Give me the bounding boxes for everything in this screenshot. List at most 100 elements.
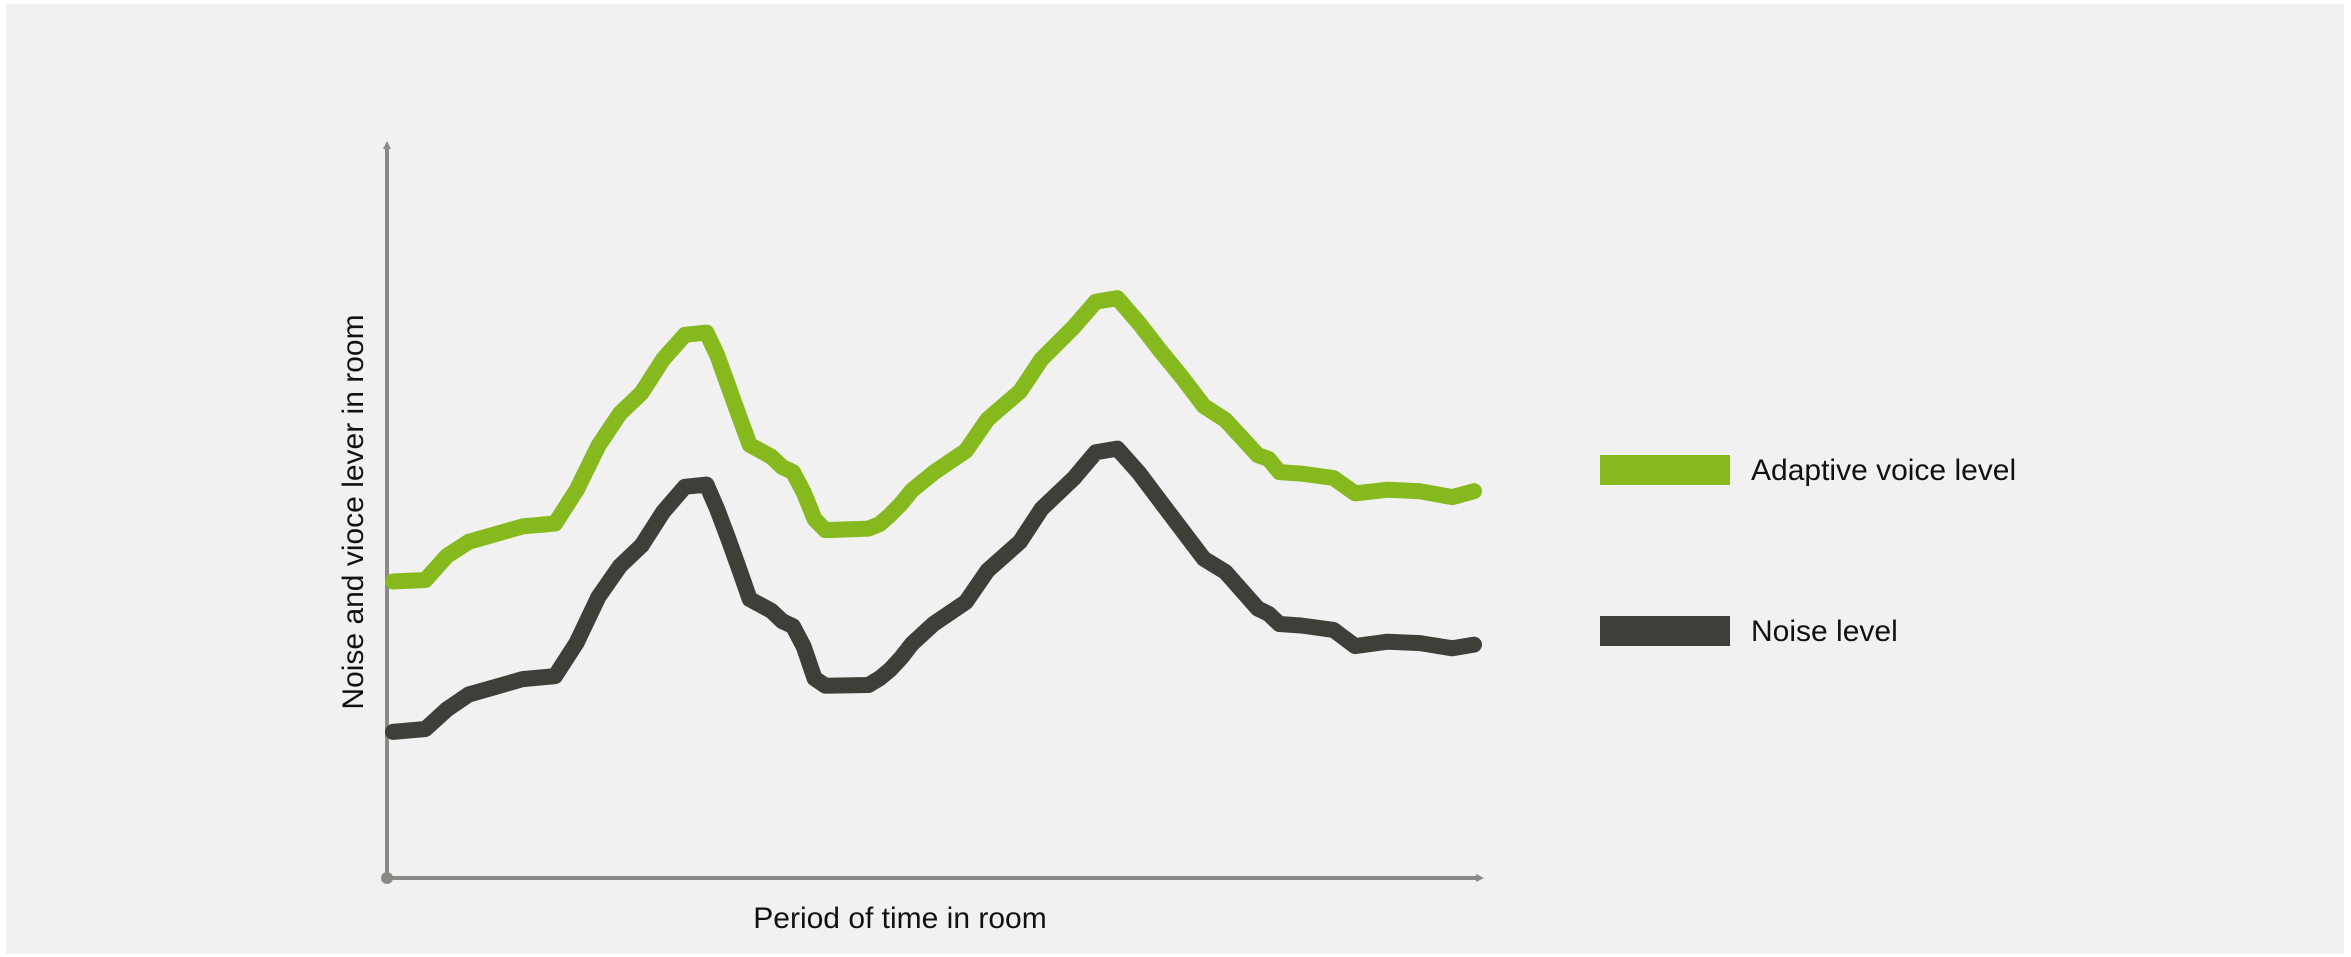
series-layer	[385, 290, 1482, 740]
series-1-point	[1451, 496, 1453, 498]
series-1	[385, 290, 1482, 590]
y-axis-title: Noise and vioce lever in room	[337, 314, 370, 709]
series-2-point	[1160, 501, 1161, 502]
series-1-point	[1387, 489, 1388, 491]
series-1-point	[889, 514, 891, 516]
legend-swatch-1	[1600, 455, 1730, 485]
series-2-point	[1224, 571, 1226, 573]
series-2-point	[965, 601, 967, 603]
series-2-point	[770, 610, 772, 612]
series-2-point	[662, 511, 664, 513]
series-2-point	[1268, 613, 1270, 615]
legend-label-1: Adaptive voice level	[1751, 454, 2016, 487]
x-axis-title: Period of time in room	[753, 902, 1046, 935]
series-2-point	[1019, 541, 1021, 543]
series-1-point	[1333, 477, 1334, 479]
series-2-point	[781, 620, 783, 622]
series-1-point	[1257, 454, 1259, 456]
series-1-point	[1041, 358, 1043, 360]
series-line-1	[385, 290, 1482, 590]
series-2-point	[424, 728, 426, 730]
series-2-point	[1203, 558, 1205, 560]
series-2-point	[716, 509, 718, 510]
series-1-point	[424, 579, 426, 581]
series-1-point	[684, 334, 686, 336]
series-1-point	[576, 489, 578, 491]
series-2-point	[749, 598, 751, 600]
series-2-point	[803, 646, 805, 648]
series-2-point	[1095, 451, 1097, 453]
series-2-point	[824, 685, 826, 687]
series-2-point	[1387, 641, 1388, 643]
series-1-point	[1268, 458, 1270, 460]
series-1-point	[1138, 322, 1140, 324]
series-2-point	[1278, 623, 1280, 625]
series-2-point	[468, 694, 470, 695]
series-2-point	[392, 731, 394, 733]
series-1-point	[706, 332, 707, 334]
series-1-point	[879, 523, 880, 525]
series-1-point	[619, 412, 621, 414]
series-2-point	[814, 677, 816, 679]
series-2-point	[641, 545, 643, 546]
series-2-point	[554, 675, 556, 677]
series-2-point	[868, 684, 870, 686]
series-1-point	[911, 489, 913, 491]
series-1-point	[1224, 419, 1226, 421]
series-2-point	[738, 567, 740, 569]
series-2-point	[1073, 477, 1075, 479]
series-1-point	[522, 525, 524, 527]
series-line-2	[385, 440, 1482, 740]
series-1-point	[1300, 473, 1302, 475]
series-1-point	[987, 418, 989, 420]
series-1-point	[727, 385, 729, 386]
series-2-point	[576, 641, 578, 643]
series-2-point	[1041, 508, 1043, 510]
series-2-point	[1451, 647, 1453, 649]
series-1-point	[1354, 492, 1356, 494]
series-1-point	[641, 392, 643, 394]
series-1-point	[1419, 490, 1421, 492]
series-2-point	[900, 657, 902, 659]
series-2-point	[1300, 625, 1302, 626]
series-2-point	[1322, 627, 1324, 629]
series-1-point	[1019, 390, 1021, 392]
series-2-point	[522, 678, 524, 680]
legend-swatch-2	[1600, 616, 1730, 646]
series-2-point	[1419, 642, 1421, 644]
series-1-point	[554, 523, 556, 524]
series-2-point	[879, 677, 880, 679]
series-1-point	[662, 358, 664, 360]
series-2-point	[1257, 608, 1259, 610]
series-2	[385, 440, 1482, 740]
series-2-point	[911, 643, 913, 645]
series-2-point	[684, 486, 686, 488]
series-2-point	[1116, 448, 1118, 450]
series-1-point	[1322, 476, 1324, 477]
legend-item-2: Noise level	[1600, 615, 1898, 648]
series-2-point	[1354, 645, 1356, 647]
series-1-point	[933, 472, 934, 474]
series-2-point	[597, 596, 599, 598]
axis-origin-dot	[381, 872, 393, 884]
series-2-point	[889, 669, 891, 670]
series-2-point	[1181, 529, 1183, 531]
series-2-point	[706, 484, 707, 486]
series-1-point	[1095, 301, 1097, 303]
series-1-point	[900, 503, 902, 505]
series-1-point	[1181, 376, 1183, 378]
series-2-point	[792, 625, 794, 627]
series-1-point	[770, 456, 772, 458]
series-1-point	[446, 555, 448, 557]
series-1-point	[781, 466, 783, 468]
series-2-point	[1333, 629, 1334, 631]
series-1-point	[1073, 326, 1075, 328]
series-2-point	[619, 565, 621, 567]
series-2-point	[1138, 472, 1140, 474]
series-1-point	[1160, 350, 1161, 352]
series-1-point	[965, 450, 967, 452]
legend-label-2: Noise level	[1751, 615, 1898, 648]
series-1-point	[392, 581, 394, 582]
series-1-point	[868, 528, 870, 530]
series-1-point	[792, 471, 794, 473]
